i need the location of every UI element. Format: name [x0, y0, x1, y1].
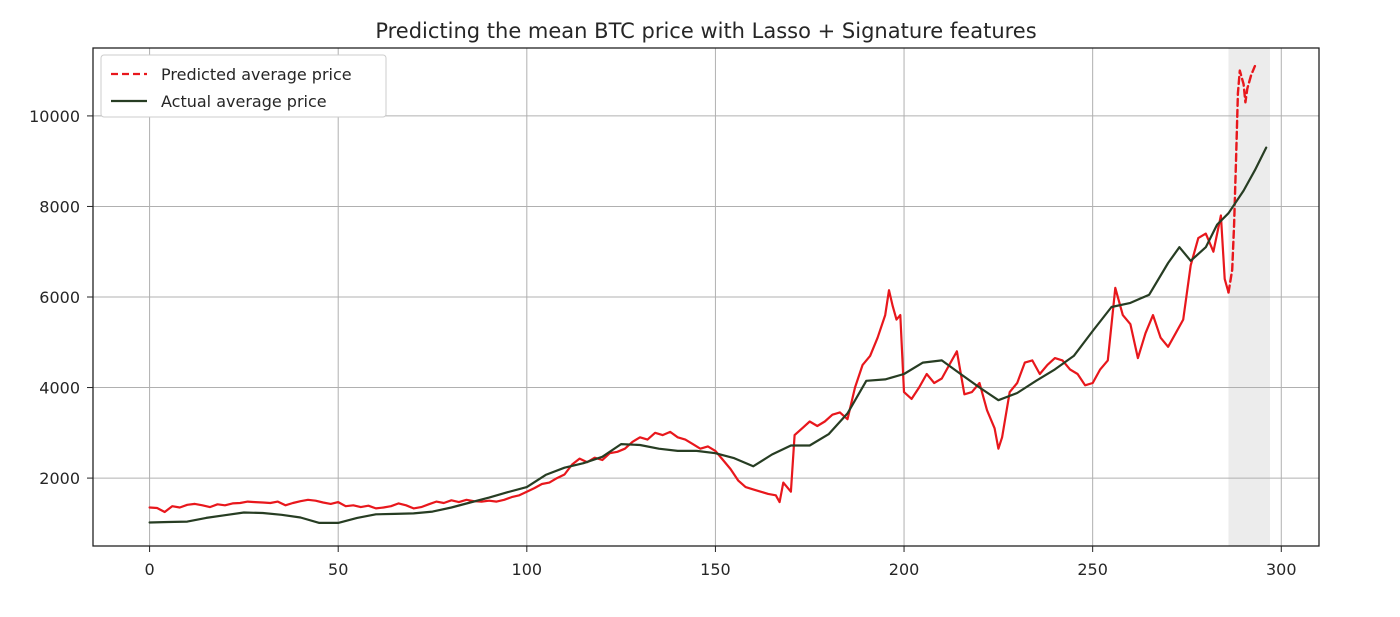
y-axis: 2000 4000 6000 8000 10000 [29, 107, 93, 488]
legend: Predicted average price Actual average p… [100, 54, 387, 118]
series-line-actual [148, 146, 1268, 525]
series-line-predicted-forecast [1227, 64, 1257, 294]
x-tick-label: 150 [700, 560, 731, 579]
series-layer [148, 64, 1268, 525]
y-tick-label: 6000 [39, 288, 80, 307]
x-axis: 0 50 100 150 200 250 300 [144, 546, 1297, 579]
y-tick-label: 8000 [39, 197, 80, 216]
grid-lines [93, 48, 1319, 546]
chart-title: Predicting the mean BTC price with Lasso… [375, 19, 1036, 43]
series-line-predicted [148, 214, 1230, 514]
x-tick-label: 0 [144, 560, 154, 579]
y-tick-label: 2000 [39, 469, 80, 488]
x-tick-label: 50 [328, 560, 348, 579]
legend-label-actual: Actual average price [161, 92, 327, 111]
x-tick-label: 200 [889, 560, 920, 579]
x-tick-label: 250 [1077, 560, 1108, 579]
x-tick-label: 300 [1266, 560, 1297, 579]
y-tick-label: 10000 [29, 107, 80, 126]
y-tick-label: 4000 [39, 379, 80, 398]
legend-box [100, 54, 387, 118]
legend-label-predicted: Predicted average price [161, 65, 352, 84]
x-tick-label: 100 [512, 560, 543, 579]
